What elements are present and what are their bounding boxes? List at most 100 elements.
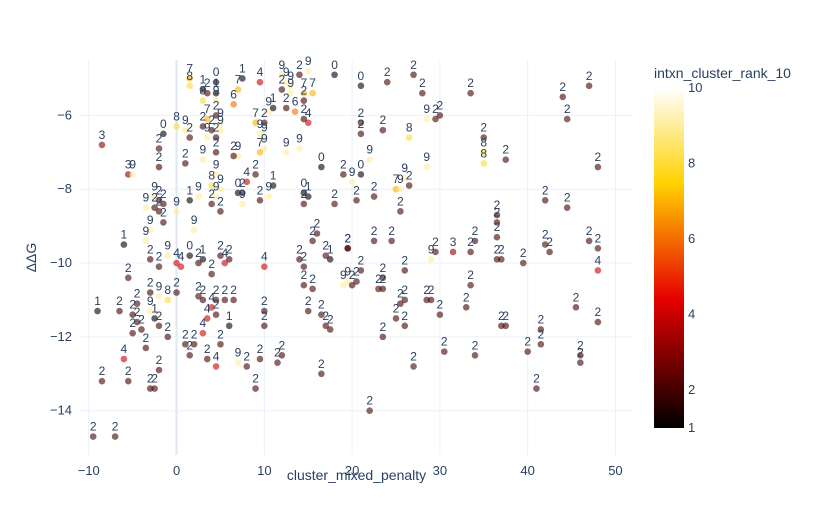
colorbar-gradient [654, 88, 684, 428]
data-point [217, 340, 224, 348]
data-point-label: 2 [221, 283, 228, 297]
data-point-label: 9 [182, 113, 189, 127]
data-point [199, 156, 207, 163]
data-point-label: 2 [467, 76, 474, 90]
data-point-label: 2 [230, 139, 237, 153]
data-point-label: 2 [125, 261, 132, 275]
data-point [397, 185, 404, 193]
data-point-label: 2 [366, 394, 373, 408]
data-point [111, 433, 119, 440]
data-point-label: 2 [437, 98, 444, 112]
data-point-label: 8 [480, 135, 487, 149]
data-point-label: 2 [208, 113, 215, 127]
data-point-label: 1 [200, 73, 207, 87]
data-point-label: 2 [353, 264, 360, 278]
data-point [300, 189, 308, 197]
data-point-label: 9 [235, 346, 242, 360]
data-point [186, 252, 194, 259]
data-point-label: 4 [243, 165, 250, 179]
data-point [129, 171, 136, 178]
data-point-label: 2 [257, 342, 264, 356]
data-point [212, 311, 220, 319]
data-point-label: 2 [191, 327, 198, 341]
data-point [124, 274, 132, 282]
data-point [357, 171, 365, 178]
data-point-label: 4 [173, 246, 180, 260]
data-point [318, 163, 325, 171]
data-point [186, 196, 194, 204]
data-point-label: 2 [586, 69, 593, 83]
colorbar-tick-label: 6 [688, 231, 695, 246]
data-point [261, 134, 268, 141]
data-point-label: 2 [261, 309, 268, 323]
data-point-label: 2 [186, 338, 193, 352]
data-point-label: 2 [595, 150, 602, 164]
data-point-label: 2 [213, 283, 220, 297]
data-point [269, 104, 277, 112]
data-point [326, 256, 334, 263]
data-point-label: 1 [305, 180, 312, 194]
data-point-label: 2 [358, 117, 365, 131]
data-point [116, 307, 123, 315]
data-point [287, 89, 294, 97]
data-point-label: 2 [160, 187, 167, 201]
data-point-label: 4 [208, 290, 215, 304]
data-point [243, 363, 251, 370]
data-point-label: 2 [401, 309, 408, 323]
data-points [89, 67, 602, 440]
data-point-label: 2 [494, 242, 501, 256]
data-point-label: 2 [217, 194, 224, 208]
data-point-label: 9 [340, 268, 347, 282]
data-point [234, 86, 242, 93]
data-point-label: 9 [305, 54, 312, 68]
data-point-label: 2 [441, 335, 448, 349]
data-point [471, 237, 479, 245]
data-point-label: 2 [406, 169, 413, 183]
data-point [199, 123, 207, 130]
data-point-label: 2 [463, 290, 470, 304]
data-point-label: 9 [296, 132, 303, 146]
data-point-label: 0 [160, 117, 167, 131]
data-point [138, 326, 145, 333]
data-point-label: 2 [129, 298, 136, 312]
data-point-label: 9 [200, 143, 207, 157]
data-point-label: 7 [235, 73, 242, 87]
data-point-label: 2 [595, 231, 602, 245]
data-point-label: 2 [164, 320, 171, 334]
data-point-label: 9 [349, 165, 356, 179]
data-point-label: 2 [213, 298, 220, 312]
data-point-label: 2 [331, 187, 338, 201]
data-point-label: 4 [200, 316, 207, 330]
data-point [261, 307, 268, 315]
data-point-label: 2 [208, 187, 215, 201]
data-point [322, 322, 330, 330]
data-point [252, 385, 259, 392]
data-point-label: 9 [235, 139, 242, 153]
data-point [89, 433, 97, 440]
data-point-label: 0 [186, 239, 193, 253]
data-point-label: 0 [300, 176, 307, 190]
data-point [388, 237, 395, 245]
data-point [212, 296, 220, 304]
data-point-label: 2 [437, 298, 444, 312]
data-point [217, 126, 224, 134]
data-point-label: 2 [533, 372, 540, 386]
data-point-label: 2 [344, 231, 351, 245]
data-point [397, 208, 404, 215]
data-point [212, 148, 220, 156]
data-point [296, 256, 303, 263]
data-point [217, 119, 224, 127]
data-point [124, 377, 132, 385]
data-point-label: 2 [358, 106, 365, 120]
data-point-label: 2 [156, 353, 163, 367]
data-point [195, 292, 202, 300]
data-point-label: 9 [397, 172, 404, 186]
data-point-label: 1 [121, 228, 128, 242]
data-point-label: 2 [300, 84, 307, 98]
data-point-label: 9 [142, 191, 149, 205]
data-point-label: 2 [274, 346, 281, 360]
data-point-label: 2 [125, 364, 132, 378]
colorbar-title: intxn_cluster_rank_10 [654, 65, 791, 81]
data-point [252, 171, 259, 178]
data-point [533, 385, 540, 392]
